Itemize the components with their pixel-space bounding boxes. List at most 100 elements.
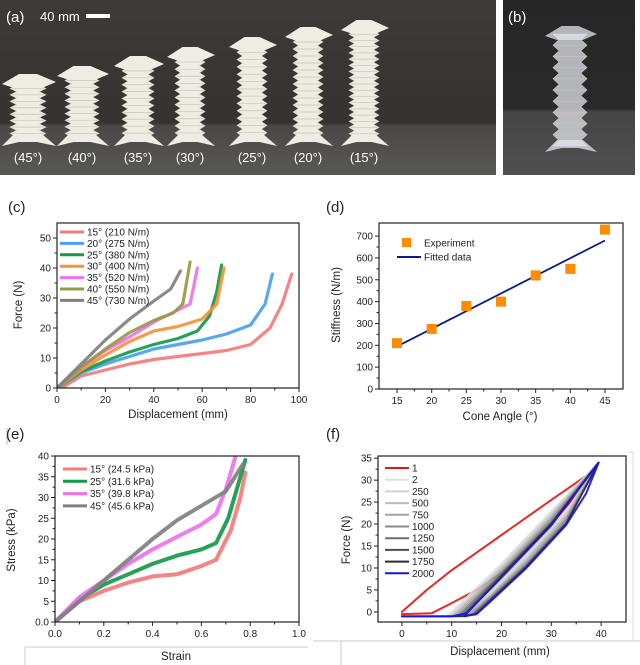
legend-label: Experiment <box>424 239 475 250</box>
plot-area <box>57 260 294 388</box>
legend-label: 1000 <box>412 522 435 533</box>
x-axis-label: Displacement (mm) <box>450 646 550 658</box>
top-flap <box>2 74 56 88</box>
y-tick-label: 300 <box>356 319 373 330</box>
data-point <box>392 338 403 349</box>
column-label: (20°) <box>294 150 322 165</box>
series-line <box>57 266 226 388</box>
top-flap <box>114 56 164 70</box>
data-point <box>530 270 541 281</box>
data-point <box>461 301 472 311</box>
y-tick-label: 10 <box>40 354 52 365</box>
y-tick-label: 700 <box>356 232 373 243</box>
base-flap <box>341 134 389 146</box>
y-tick-label: 0 <box>366 607 372 618</box>
legend-label: 35° (520 N/m) <box>87 273 149 284</box>
y-tick-label: 200 <box>356 341 373 352</box>
x-tick-label: 40 <box>596 629 608 640</box>
column-label: (30°) <box>176 150 204 165</box>
x-axis-label: Cone Angle (°) <box>463 411 538 423</box>
panel-label-a: (a) <box>6 9 24 26</box>
plot-area <box>55 456 248 622</box>
legend-label: 1250 <box>412 534 435 545</box>
origami-column <box>285 27 333 146</box>
column-label: (45°) <box>14 150 42 165</box>
y-axis-label: Force (N) <box>341 516 353 565</box>
column-label: (40°) <box>68 150 96 165</box>
x-tick-label: 30 <box>495 396 507 407</box>
x-tick-label: 0.2 <box>97 629 111 640</box>
series-line <box>57 263 224 388</box>
column-label: (15°) <box>350 150 378 165</box>
scale-bar <box>86 14 110 18</box>
plot-frame <box>54 455 300 623</box>
data-point <box>599 224 610 235</box>
y-tick-label: 5 <box>43 597 49 608</box>
series-line <box>57 260 192 388</box>
y-tick-label: 30 <box>40 294 52 305</box>
panel-label-e: (e) <box>6 426 24 443</box>
x-tick-label: 30 <box>546 629 558 640</box>
top-flap <box>167 47 215 61</box>
top-flap <box>341 20 389 34</box>
y-tick-label: 600 <box>356 253 373 264</box>
legend-label: 250 <box>412 487 429 498</box>
y-tick-label: 30 <box>38 493 50 504</box>
y-tick-label: 20 <box>40 324 52 335</box>
x-tick-label: 15 <box>391 396 403 407</box>
y-tick-label: 50 <box>40 234 52 245</box>
chart-e: (e) 0.0 0.2 0.4 0.6 0.8 1.0 0.0 5 10 15 20 25 30 35 40 S… <box>6 426 306 663</box>
panel-label-b: (b) <box>508 9 526 26</box>
y-tick-label: 10 <box>361 563 373 574</box>
x-tick-label: 40 <box>148 395 160 406</box>
y-tick-label: 40 <box>38 452 50 463</box>
legend-label: 30° (400 N/m) <box>87 262 149 273</box>
legend-label: 40° (550 N/m) <box>87 285 149 296</box>
x-tick-label: 100 <box>291 395 308 406</box>
y-tick-label: 5 <box>366 585 372 596</box>
y-axis-label: Force (N) <box>13 281 25 330</box>
panel-label-d: (d) <box>326 199 344 216</box>
transparent-column <box>545 26 597 152</box>
y-tick-label: 0 <box>45 384 51 395</box>
legend-swatch <box>402 238 411 247</box>
legend-label: 2000 <box>412 569 435 580</box>
series-line <box>57 269 182 388</box>
data-point <box>565 263 576 274</box>
column-label: (25°) <box>238 150 266 165</box>
plot-area <box>392 224 610 349</box>
legend-label: 1500 <box>412 545 435 556</box>
x-tick-label: 0.0 <box>48 629 62 640</box>
y-tick-label: 35 <box>38 472 50 483</box>
x-axis-label: Strain <box>161 651 191 663</box>
y-tick-label: 400 <box>356 297 373 308</box>
x-tick-label: 20 <box>100 395 112 406</box>
base-flap <box>229 134 277 146</box>
series-line <box>55 462 245 622</box>
legend-label: 15° (210 N/m) <box>87 228 149 239</box>
y-tick-label: 10 <box>38 576 50 587</box>
origami-column <box>114 56 164 146</box>
panel-label-c: (c) <box>8 199 26 216</box>
y-tick-label: 35 <box>361 454 373 465</box>
plot-frame <box>378 222 624 390</box>
plot-area <box>400 461 600 618</box>
legend-label: 2 <box>412 475 418 486</box>
x-axis-label: Displacement (mm) <box>128 409 228 421</box>
y-tick-label: 0 <box>367 385 373 396</box>
legend-label: 20° (275 N/m) <box>87 239 149 250</box>
y-tick-label: 25 <box>38 514 50 525</box>
plot-frame <box>56 222 300 389</box>
data-point <box>426 323 437 334</box>
scale-bar-label: 40 mm <box>40 9 80 24</box>
base-flap <box>167 134 215 146</box>
base-flap <box>57 134 109 146</box>
y-tick-label: 40 <box>40 264 52 275</box>
y-tick-label: 0.0 <box>35 618 49 629</box>
legend-label: Fitted data <box>424 253 472 264</box>
y-tick-label: 20 <box>38 535 50 546</box>
x-tick-label: 35 <box>530 396 542 407</box>
x-tick-label: 0 <box>399 629 405 640</box>
y-axis-label: Stiffness (N/m) <box>331 267 343 343</box>
